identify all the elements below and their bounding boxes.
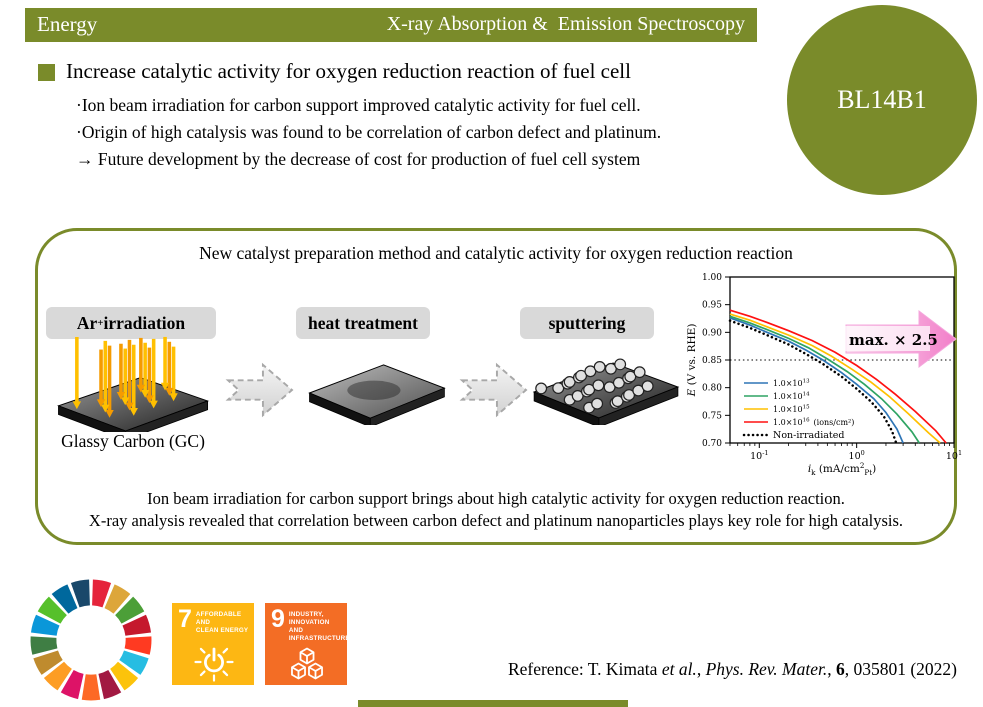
panel-caption-line2: X-ray analysis revealed that correlation…: [88, 511, 904, 530]
svg-text:101: 101: [946, 449, 962, 462]
svg-text:0.75: 0.75: [702, 411, 722, 421]
svg-text:1.0×1015: 1.0×1015: [773, 405, 810, 415]
beamline-badge: BL14B1: [787, 5, 977, 195]
footer-accent-bar: [358, 700, 628, 707]
sdg7-number: 7: [178, 605, 192, 633]
svg-text:100: 100: [849, 449, 865, 462]
svg-text:10-1: 10-1: [750, 449, 768, 462]
svg-text:ik (mA/cm2Pt): ik (mA/cm2Pt): [808, 461, 876, 477]
svg-text:E (V vs. RHE): E (V vs. RHE): [686, 324, 698, 398]
heat-treated-slab-illustration: [308, 364, 446, 425]
panel-title: New catalyst preparation method and cata…: [199, 243, 793, 263]
svg-text:0.85: 0.85: [702, 356, 722, 366]
step-label-heat-treatment: heat treatment: [296, 307, 430, 339]
svg-text:Non-irradiated: Non-irradiated: [773, 430, 844, 441]
category-label: Energy: [37, 12, 98, 36]
bullet-line: ·Origin of high catalysis was found to b…: [76, 122, 662, 142]
step-label-ar-irradiation: Ar + irradiation: [46, 307, 216, 339]
headline: Increase catalytic activity for oxygen r…: [38, 59, 631, 83]
process-arrow-icon: [459, 362, 528, 418]
bullet-line: ·Ion beam irradiation for carbon support…: [76, 95, 641, 115]
svg-text:0.90: 0.90: [702, 328, 722, 338]
beamline-label: BL14B1: [837, 85, 927, 114]
sdg-wheel-icon: [30, 579, 152, 701]
polarization-chart: 1.00 0.95 0.90 0.85 0.80 0.75 0.70 10-1 100 101 1.…: [684, 265, 962, 481]
step-label-sputtering: sputtering: [520, 307, 654, 339]
reference-citation: Reference: T. Kimata et al., Phys. Rev. …: [507, 659, 957, 679]
svg-text:1.0×1016(ions/cm²): 1.0×1016 (ions/cm²): [773, 418, 854, 428]
square-bullet-icon: [38, 64, 55, 81]
chart-canvas: 1.00 0.95 0.90 0.85 0.80 0.75 0.70 10-1 100 101 1.…: [686, 273, 962, 477]
header-bar: Energy X-ray Absorption & Emission Spect…: [25, 8, 757, 42]
sputtered-nanoparticles-illustration: [532, 358, 680, 425]
process-arrow-icon: [225, 362, 294, 418]
svg-text:0.70: 0.70: [702, 439, 722, 449]
ion-irradiation-illustration: [57, 336, 210, 432]
industry-cubes-icon: [290, 648, 323, 680]
clean-energy-sun-icon: [193, 647, 234, 682]
page-title: X-ray Absorption & Emission Spectroscopy: [386, 13, 745, 35]
sdg7-title: AFFORDABLE AND CLEAN ENERGY: [195, 611, 249, 634]
sdg9-number: 9: [271, 605, 285, 633]
svg-text:1.0×1014: 1.0×1014: [773, 392, 810, 402]
substrate-label: Glassy Carbon (GC): [61, 431, 205, 451]
headline-text: Increase catalytic activity for oxygen r…: [66, 59, 631, 83]
panel-caption-line1: Ion beam irradiation for carbon support …: [147, 489, 845, 508]
svg-text:0.95: 0.95: [702, 301, 722, 311]
svg-text:max. × 2.5: max. × 2.5: [849, 331, 938, 349]
sdg-goal9-badge: 9 INDUSTRY, INNOVATION AND INFRASTRUCTURE: [265, 603, 350, 685]
result-panel: New catalyst preparation method and cata…: [35, 228, 962, 545]
sdg-goal7-badge: 7 AFFORDABLE AND CLEAN ENERGY: [172, 603, 254, 685]
sdg9-title: INDUSTRY, INNOVATION AND INFRASTRUCTURE: [288, 611, 350, 642]
bullet-line: → Future development by the decrease of …: [76, 149, 641, 169]
summary-bullets: ·Ion beam irradiation for carbon support…: [76, 92, 661, 173]
svg-text:1.00: 1.00: [702, 273, 722, 283]
svg-text:1.0×1013: 1.0×1013: [773, 379, 810, 389]
svg-text:0.80: 0.80: [702, 384, 722, 394]
